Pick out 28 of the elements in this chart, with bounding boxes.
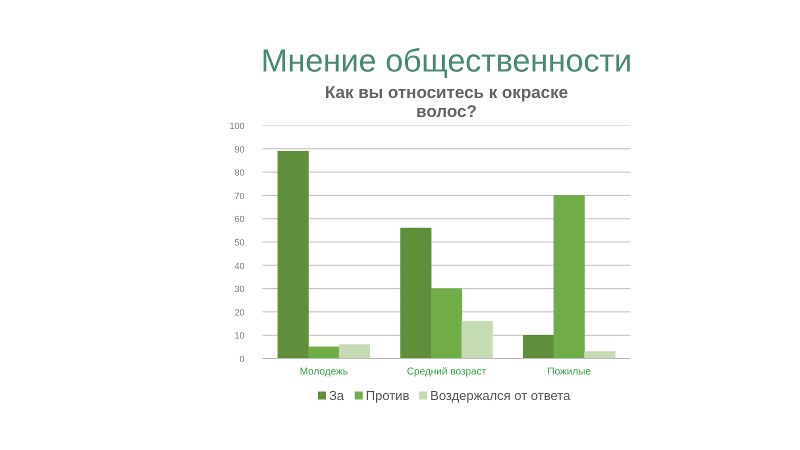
y-tick-label: 40 bbox=[234, 260, 245, 271]
y-tick-label: 50 bbox=[234, 238, 245, 248]
y-tick-label: 90 bbox=[234, 144, 245, 154]
bar bbox=[278, 150, 309, 358]
legend-label: Воздержался от ответа bbox=[430, 388, 572, 403]
bar bbox=[584, 351, 616, 358]
bar bbox=[522, 334, 554, 358]
bar bbox=[308, 346, 340, 358]
x-tick-label: Средний возраст bbox=[406, 366, 487, 378]
x-tick-label: Молодежь bbox=[300, 366, 348, 378]
chart-subtitle: Как вы относитесь к окраске волос? bbox=[324, 83, 568, 121]
bar bbox=[338, 344, 370, 358]
y-tick-label: 10 bbox=[234, 330, 245, 341]
x-tick-label: Пожилые bbox=[547, 366, 592, 378]
y-tick-label: 0 bbox=[239, 354, 245, 364]
y-tick-label: 30 bbox=[234, 284, 245, 294]
bar bbox=[430, 288, 462, 358]
bar bbox=[400, 228, 432, 358]
y-tick-label: 20 bbox=[234, 307, 245, 318]
chart-title: Мнение общественности bbox=[260, 42, 632, 78]
legend-label: Против bbox=[366, 388, 410, 403]
y-tick-label: 80 bbox=[234, 168, 245, 178]
y-tick-label: 60 bbox=[234, 214, 245, 224]
legend-label: За bbox=[328, 388, 345, 403]
bar bbox=[554, 195, 585, 358]
y-tick-label: 70 bbox=[234, 190, 245, 201]
bar bbox=[462, 320, 493, 358]
y-tick-label: 100 bbox=[229, 121, 245, 131]
